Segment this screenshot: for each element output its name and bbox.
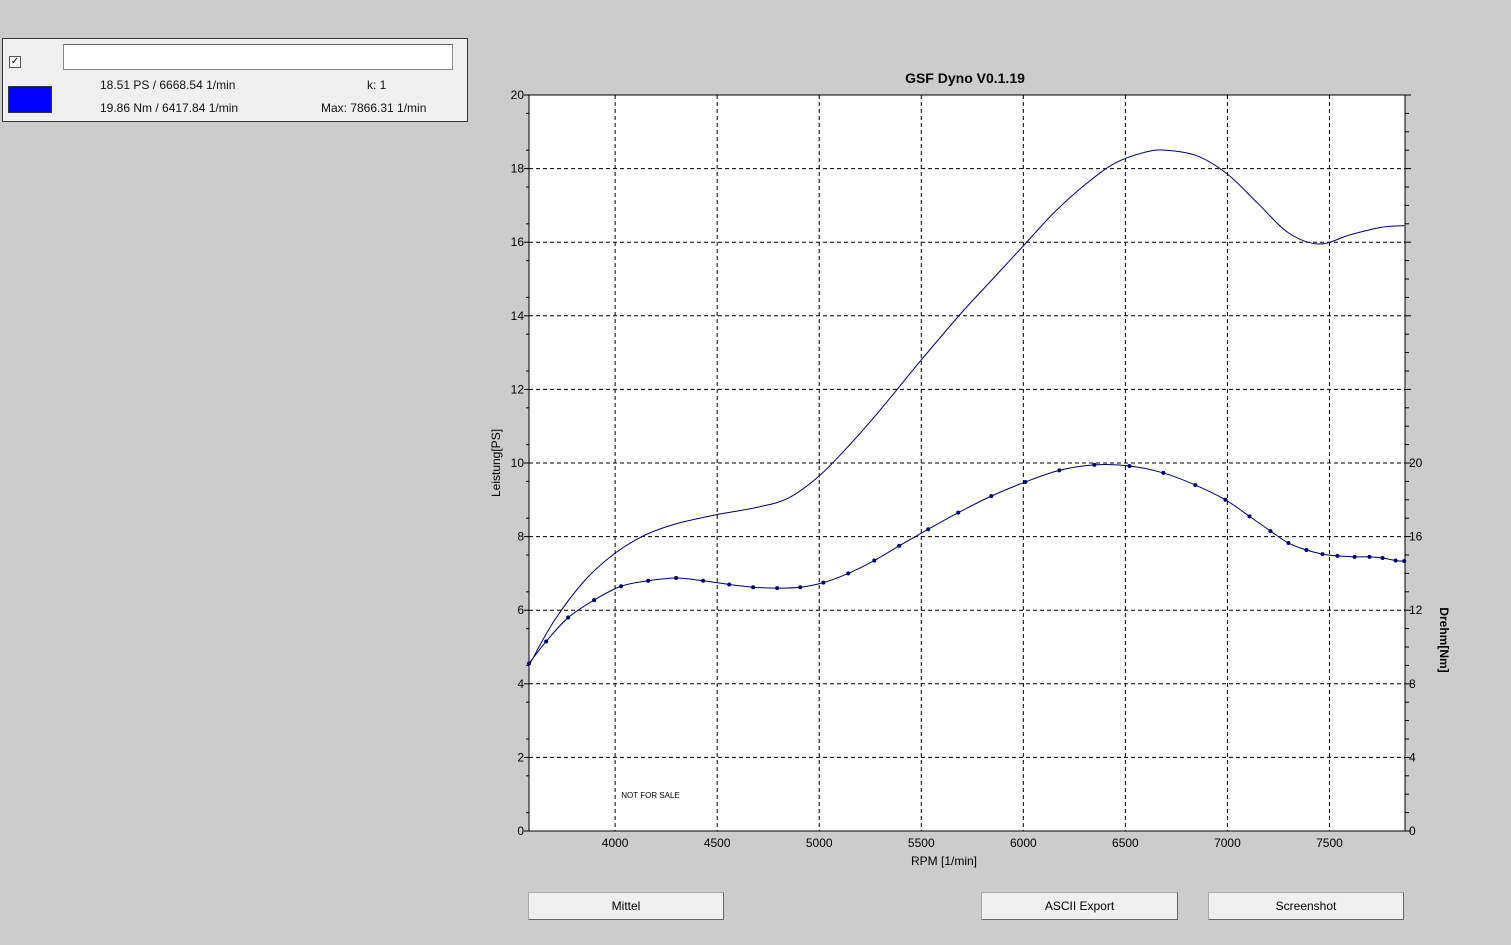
torque-data-point — [727, 582, 732, 587]
x-tick-label: 6500 — [1112, 836, 1139, 850]
torque-data-point — [821, 580, 826, 585]
torque-data-point — [1193, 483, 1198, 488]
torque-data-point — [1402, 559, 1407, 564]
y2-tick-label: 16 — [1409, 530, 1423, 544]
y-tick-label: 12 — [511, 382, 525, 396]
run-name-input[interactable] — [63, 44, 453, 70]
torque-data-point — [619, 584, 624, 589]
torque-data-point — [1367, 554, 1372, 559]
torque-data-point — [872, 558, 877, 563]
y-tick-label: 16 — [511, 235, 525, 249]
y-tick-label: 20 — [511, 88, 525, 102]
torque-data-point — [846, 571, 851, 576]
chart-title: GSF Dyno V0.1.19 — [905, 70, 1025, 86]
y2-tick-label: 0 — [1409, 824, 1416, 838]
torque-data-point — [897, 543, 902, 548]
y-axis-label: Leistung[PS] — [489, 429, 503, 497]
color-swatch[interactable] — [8, 86, 52, 113]
torque-data-point — [798, 585, 803, 590]
torque-data-point — [646, 578, 651, 583]
torque-data-point — [1380, 555, 1385, 560]
torque-data-point — [592, 598, 597, 603]
torque-data-point — [1223, 497, 1228, 502]
torque-data-point — [989, 494, 994, 499]
x-tick-label: 7000 — [1214, 836, 1241, 850]
torque-data-point — [527, 661, 531, 666]
power-peak-text: 18.51 PS / 6668.54 1/min — [100, 78, 236, 92]
x-tick-label: 7500 — [1316, 836, 1343, 850]
torque-peak-text: 19.86 Nm / 6417.84 1/min — [100, 101, 239, 115]
torque-data-point — [1092, 462, 1097, 467]
torque-data-point — [1393, 558, 1398, 563]
x-tick-label: 6000 — [1010, 836, 1037, 850]
y2-axis-label: Drehm[Nm] — [1437, 607, 1451, 672]
x-tick-label: 5500 — [908, 836, 935, 850]
k-value-text: k: 1 — [367, 78, 387, 92]
visibility-checkbox[interactable]: ✓ — [9, 56, 21, 68]
y-tick-label: 2 — [517, 750, 524, 764]
y-tick-label: 8 — [517, 530, 524, 544]
y-tick-label: 4 — [517, 677, 524, 691]
y-tick-label: 6 — [517, 603, 524, 617]
screenshot-button[interactable]: Screenshot — [1208, 892, 1404, 920]
torque-data-point — [1247, 514, 1252, 519]
max-rpm-text: Max: 7866.31 1/min — [321, 101, 427, 115]
torque-data-point — [1057, 468, 1062, 473]
ascii-export-button[interactable]: ASCII Export — [981, 892, 1178, 920]
torque-data-point — [956, 510, 961, 515]
torque-data-point — [566, 615, 571, 620]
x-tick-label: 5000 — [806, 836, 833, 850]
x-tick-label: 4000 — [602, 836, 629, 850]
torque-data-point — [1023, 479, 1028, 484]
torque-data-point — [544, 639, 549, 644]
power-curve — [528, 149, 1405, 666]
watermark-text: NOT FOR SALE — [621, 791, 680, 800]
torque-data-point — [926, 527, 931, 532]
y-tick-label: 0 — [517, 824, 524, 838]
legend-panel: ✓ 18.51 PS / 6668.54 1/min 19.86 Nm / 64… — [2, 38, 468, 122]
torque-data-point — [1335, 553, 1340, 558]
torque-data-point — [1320, 552, 1325, 557]
plot-border — [528, 94, 1406, 832]
torque-data-point — [775, 586, 780, 591]
torque-data-point — [751, 585, 756, 590]
torque-data-point — [674, 576, 679, 580]
torque-data-point — [1127, 463, 1132, 468]
y2-tick-label: 20 — [1409, 456, 1423, 470]
x-tick-label: 4500 — [704, 836, 731, 850]
y2-tick-label: 4 — [1409, 750, 1416, 764]
torque-data-point — [701, 578, 706, 583]
y-tick-label: 14 — [511, 309, 525, 323]
torque-data-point — [1286, 541, 1291, 546]
y-tick-label: 18 — [511, 162, 525, 176]
y-tick-label: 10 — [511, 456, 525, 470]
torque-data-point — [1268, 529, 1273, 534]
torque-data-point — [1304, 548, 1309, 553]
y2-tick-label: 12 — [1409, 603, 1423, 617]
mittel-button[interactable]: Mittel — [528, 892, 724, 920]
torque-data-point — [1161, 470, 1166, 475]
torque-data-point — [1352, 554, 1357, 559]
y2-tick-label: 8 — [1409, 677, 1416, 691]
x-axis-label: RPM [1/min] — [911, 854, 977, 868]
